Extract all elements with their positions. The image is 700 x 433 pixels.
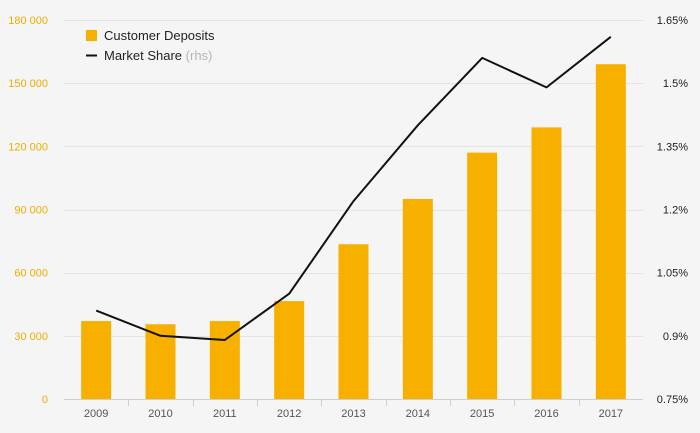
x-tick-label: 2013 — [341, 408, 365, 420]
x-tick-label: 2012 — [277, 408, 301, 420]
y-right-tick-label: 1.65% — [657, 15, 688, 27]
bar-2015 — [467, 152, 498, 399]
line-series — [95, 36, 612, 341]
legend-label-customer-deposits: Customer Deposits — [104, 28, 215, 43]
legend-swatch-customer-deposits — [86, 30, 97, 41]
y-right-tick-label: 1.05% — [657, 268, 688, 280]
y-left-tick-label: 180 000 — [8, 15, 48, 27]
bar-2017 — [595, 64, 626, 399]
x-tick-label: 2014 — [406, 408, 430, 420]
y-right-tick-label: 1.2% — [663, 205, 688, 217]
y-axis-left: 0 30 000 60 000 90 000 120 000 150 000 180 000 — [8, 15, 48, 406]
x-tick-label: 2011 — [213, 408, 237, 420]
y-left-tick-label: 150 000 — [8, 78, 48, 90]
y-left-tick-label: 120 000 — [8, 141, 48, 153]
y-right-tick-label: 0.75% — [657, 394, 688, 406]
legend: Customer Deposits Market Share (rhs) — [86, 28, 215, 63]
bar-2011 — [209, 321, 240, 399]
x-tick-label: 2010 — [148, 408, 172, 420]
market-share-line — [95, 36, 612, 341]
bar-2009 — [81, 321, 112, 399]
gridlines — [64, 20, 643, 400]
y-left-tick-label: 90 000 — [14, 205, 48, 217]
bar-series — [81, 64, 626, 399]
bar-2012 — [274, 301, 305, 399]
x-tick-label: 2017 — [599, 408, 623, 420]
y-left-tick-label: 30 000 — [14, 331, 48, 343]
y-right-tick-label: 1.35% — [657, 141, 688, 153]
y-left-tick-label: 0 — [42, 394, 48, 406]
legend-label-market-share: Market Share (rhs) — [104, 48, 212, 63]
bar-2016 — [531, 127, 562, 399]
x-tick-label: 2009 — [84, 408, 108, 420]
y-left-tick-label: 60 000 — [14, 268, 48, 280]
bar-2014 — [402, 198, 433, 399]
x-axis: 2009 2010 2011 2012 2013 2014 2015 2016 2017 — [84, 399, 623, 420]
y-axis-right: 0.75% 0.9% 1.05% 1.2% 1.35% 1.5% 1.65% — [657, 15, 688, 406]
x-tick-label: 2015 — [470, 408, 494, 420]
y-right-tick-label: 0.9% — [663, 331, 688, 343]
y-right-tick-label: 1.5% — [663, 78, 688, 90]
bar-2013 — [338, 244, 369, 399]
x-tick-label: 2016 — [534, 408, 558, 420]
